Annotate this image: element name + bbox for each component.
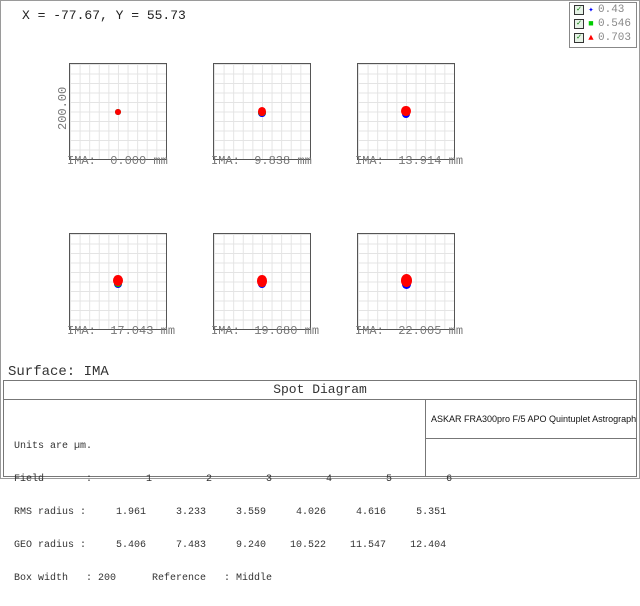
spot-box [357, 233, 455, 330]
spot-red [400, 274, 412, 287]
field-label: IMA: 22.005 mm [355, 324, 464, 338]
spot-box [213, 63, 311, 160]
spot-box [357, 63, 455, 160]
field-label: IMA: 19.680 mm [211, 324, 320, 338]
checkbox[interactable]: ✓ [574, 33, 584, 43]
field-label: IMA: 17.043 mm [67, 324, 176, 338]
field-label: IMA: 0.000 mm [67, 154, 168, 168]
wavelength-label: 0.703 [598, 32, 632, 44]
wavelength-marker-icon: ▲ [588, 33, 594, 43]
legend-item[interactable]: ✓ ▲ 0.703 [570, 31, 636, 45]
panel-title: Spot Diagram [4, 381, 636, 400]
spot-red [115, 109, 121, 115]
surface-label: Surface: IMA [8, 364, 109, 380]
lens-description: ASKAR FRA300pro F/5 APO Quintuplet Astro… [426, 400, 637, 439]
stats-line: Box width : 200 Reference : Middle [14, 573, 273, 584]
checkbox[interactable]: ✓ [574, 5, 584, 15]
field-label: IMA: 13.914 mm [355, 154, 464, 168]
legend-item[interactable]: ✓ ✦ 0.43 [570, 3, 636, 17]
stats-line: RMS radius : 1.961 3.233 3.559 4.026 4.6… [14, 507, 447, 518]
coordinate-readout: X = -77.67, Y = 55.73 [22, 8, 186, 23]
legend-item[interactable]: ✓ ■ 0.546 [570, 17, 636, 31]
field-label: IMA: 9.838 mm [211, 154, 312, 168]
wavelength-marker-icon: ■ [588, 19, 594, 29]
info-panel: Spot Diagram Units are µm. Field : 1 2 3… [3, 380, 637, 584]
spot-box [69, 233, 167, 330]
stats-line: Field : 1 2 3 4 5 6 [14, 474, 453, 485]
spot-red [401, 105, 411, 117]
spot-box [69, 63, 167, 160]
scale-label: 200.00 [56, 86, 70, 130]
wavelength-label: 0.546 [598, 18, 632, 30]
stats-line: GEO radius : 5.406 7.483 9.240 10.522 11… [14, 540, 447, 551]
spot-red [257, 106, 267, 116]
wavelength-label: 0.43 [598, 4, 625, 16]
legend: ✓ ✦ 0.43 ✓ ■ 0.546 ✓ ▲ 0.703 [569, 2, 637, 48]
stats-text: Units are µm. Field : 1 2 3 4 5 6 RMS ra… [14, 419, 452, 606]
wavelength-marker-icon: ✦ [588, 5, 594, 15]
spot-red [113, 275, 123, 287]
checkbox[interactable]: ✓ [574, 19, 584, 29]
spot-red [256, 274, 268, 287]
spot-box [213, 233, 311, 330]
description-box: ASKAR FRA300pro F/5 APO Quintuplet Astro… [425, 400, 637, 476]
stats-line: Units are µm. [14, 441, 93, 452]
